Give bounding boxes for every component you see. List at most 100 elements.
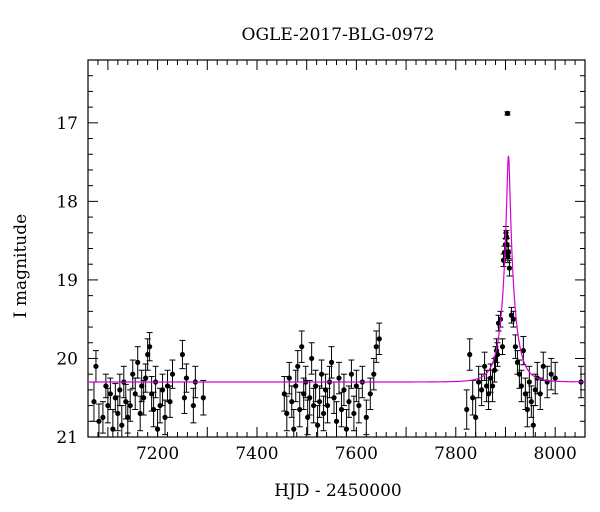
point-marker: [483, 383, 490, 389]
point-marker: [320, 410, 327, 417]
point-marker: [540, 363, 546, 369]
data-point: [320, 395, 327, 432]
point-marker: [518, 383, 524, 389]
point-marker: [512, 344, 519, 350]
point-marker: [494, 351, 501, 358]
x-tick-label: 8000: [534, 444, 577, 464]
point-marker: [353, 383, 359, 389]
point-marker: [524, 406, 530, 413]
point-marker: [506, 265, 513, 271]
point-marker: [93, 363, 99, 369]
point-marker: [200, 395, 206, 401]
data-point: [179, 339, 186, 370]
point-marker: [299, 344, 305, 350]
data-point: [370, 357, 377, 391]
data-point: [475, 365, 482, 399]
data-point: [162, 399, 169, 436]
data-point: [318, 359, 325, 389]
x-tick-label: 7600: [335, 444, 378, 464]
point-marker: [307, 395, 313, 401]
data-point: [512, 334, 519, 359]
data-points: [90, 110, 585, 438]
x-tick-label: 7800: [434, 444, 477, 464]
data-point: [144, 338, 151, 371]
point-marker: [139, 383, 145, 389]
data-point: [169, 359, 176, 389]
data-point: [335, 361, 342, 395]
data-point: [306, 379, 313, 416]
data-point: [292, 369, 299, 403]
point-marker: [183, 375, 190, 381]
point-marker: [91, 399, 97, 405]
point-marker: [367, 391, 373, 397]
point-marker: [96, 418, 102, 424]
point-marker: [301, 391, 307, 397]
data-point: [142, 363, 149, 393]
point-marker: [181, 395, 188, 401]
data-point: [345, 385, 352, 418]
point-marker: [464, 406, 470, 413]
axis-ticks: [88, 59, 586, 438]
point-marker: [328, 359, 335, 365]
point-marker: [162, 414, 168, 420]
chart-title: OGLE-2017-BLG-0972: [242, 25, 435, 45]
point-marker: [103, 383, 109, 389]
point-marker: [479, 387, 485, 393]
model-curve: [88, 155, 585, 383]
point-marker: [132, 391, 138, 397]
point-marker: [351, 410, 357, 417]
data-point: [314, 405, 321, 437]
point-marker: [179, 351, 186, 358]
point-marker: [376, 336, 382, 342]
point-marker: [504, 110, 511, 117]
point-marker: [291, 426, 297, 432]
data-point: [90, 381, 97, 422]
point-marker: [336, 375, 342, 381]
y-tick-label: 17: [56, 114, 78, 134]
point-marker: [548, 371, 554, 377]
point-marker: [167, 399, 173, 405]
y-axis-label: I magnitude: [11, 214, 31, 318]
point-marker: [284, 410, 290, 417]
data-point: [373, 330, 380, 363]
point-marker: [514, 359, 521, 365]
data-point: [376, 322, 383, 356]
point-marker: [528, 399, 534, 405]
data-point: [478, 373, 485, 407]
point-marker: [100, 414, 106, 420]
point-marker: [324, 402, 331, 409]
x-tick-label: 7400: [235, 444, 278, 464]
point-marker: [318, 371, 325, 377]
point-marker: [305, 414, 311, 420]
point-marker: [309, 355, 315, 362]
tick-labels: 7200 7400 7600 7800 8000 17 18 19 20 21: [56, 114, 576, 464]
data-point: [348, 359, 355, 389]
point-marker: [363, 414, 369, 420]
point-marker: [145, 351, 151, 358]
data-point: [466, 338, 473, 371]
data-point: [530, 405, 537, 437]
point-marker: [190, 402, 196, 409]
point-marker: [295, 363, 301, 369]
point-marker: [537, 391, 543, 397]
point-marker: [505, 249, 512, 256]
data-point: [183, 363, 190, 393]
point-marker: [516, 371, 522, 377]
point-marker: [343, 426, 350, 432]
data-point: [472, 397, 479, 438]
point-marker: [147, 344, 153, 350]
point-marker: [154, 426, 161, 432]
point-marker: [289, 399, 295, 405]
data-point: [95, 403, 102, 437]
data-point: [308, 342, 315, 375]
data-point: [548, 357, 555, 391]
data-point: [544, 365, 551, 399]
point-marker: [105, 402, 111, 409]
point-marker: [473, 414, 479, 420]
y-tick-label: 20: [56, 349, 78, 369]
y-tick-label: 18: [56, 192, 78, 212]
point-marker: [159, 387, 166, 393]
data-point: [333, 401, 340, 437]
point-marker: [311, 402, 317, 409]
point-marker: [141, 395, 147, 401]
